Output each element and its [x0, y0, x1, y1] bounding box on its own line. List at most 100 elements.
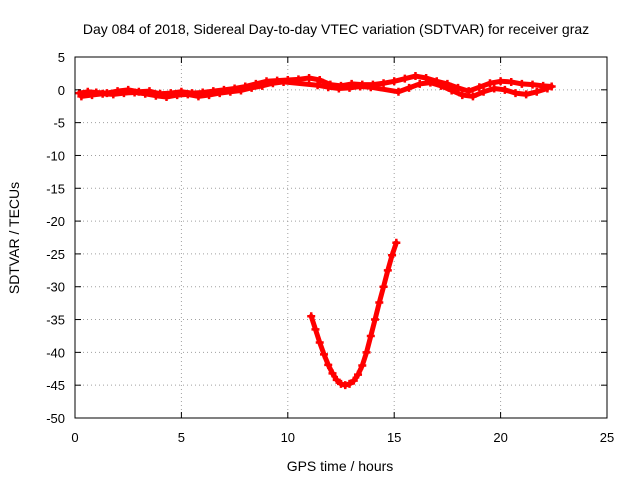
data-point	[522, 90, 531, 99]
data-point	[98, 89, 107, 98]
data-point	[341, 381, 350, 390]
data-point	[311, 325, 320, 334]
data-point	[362, 348, 371, 357]
data-point	[507, 77, 516, 86]
data-point	[183, 90, 192, 99]
data-point	[236, 86, 245, 95]
plot-frame	[74, 56, 608, 419]
data-point	[279, 77, 288, 86]
data-point	[511, 89, 520, 98]
data-point	[426, 78, 435, 87]
data-point	[371, 315, 380, 324]
y-tick-label: -5	[53, 116, 65, 131]
y-tick-label: -30	[46, 280, 65, 295]
x-tick-label: 20	[493, 430, 507, 445]
data-point	[405, 83, 414, 92]
data-point	[437, 81, 446, 90]
data-point	[334, 84, 343, 93]
x-tick-label: 15	[387, 430, 401, 445]
data-point	[151, 91, 160, 100]
series-group	[77, 77, 552, 102]
data-point	[305, 74, 314, 83]
data-point	[490, 84, 499, 93]
y-tick-label: 5	[58, 50, 65, 65]
data-point	[130, 88, 139, 97]
data-point	[324, 360, 333, 369]
data-point	[215, 89, 224, 98]
data-point	[485, 79, 494, 88]
data-point	[345, 83, 354, 92]
data-point	[358, 361, 367, 370]
data-point	[415, 79, 424, 88]
data-point	[411, 72, 420, 81]
data-point	[77, 92, 86, 101]
data-point	[383, 266, 392, 275]
data-point	[390, 77, 399, 86]
data-point	[119, 89, 128, 98]
data-point	[315, 338, 324, 347]
x-tick-label: 25	[600, 430, 614, 445]
data-point	[356, 82, 365, 91]
data-point	[162, 93, 171, 102]
data-point	[528, 80, 537, 89]
data-point	[468, 92, 477, 101]
data-point	[379, 282, 388, 291]
data-point	[532, 87, 541, 96]
y-tick-label: -15	[46, 181, 65, 196]
data-point	[366, 83, 375, 92]
x-axis-title: GPS time / hours	[287, 458, 394, 474]
data-point	[500, 85, 509, 94]
x-tick-label: 5	[178, 430, 185, 445]
gridlines	[75, 57, 607, 418]
axis-ticks: 0 5 10 15 20 25 5 0 -5 -10 -15 -20 -25 -30 -35 -40 -45 -5…	[46, 50, 614, 445]
data-point	[392, 238, 401, 247]
data-point	[226, 87, 235, 96]
data-point	[547, 82, 556, 91]
data-point	[375, 298, 384, 307]
data-point	[447, 86, 456, 95]
data-point	[496, 77, 505, 86]
y-tick-label: -40	[46, 345, 65, 360]
series-group	[307, 238, 401, 390]
data-point	[400, 74, 409, 83]
data-point	[247, 83, 256, 92]
data-point	[88, 91, 97, 100]
chart-title: Day 084 of 2018, Sidereal Day-to-day VTE…	[83, 21, 589, 37]
data-series	[75, 72, 556, 390]
data-point	[517, 79, 526, 88]
data-point	[345, 379, 354, 388]
y-tick-label: 0	[58, 83, 65, 98]
data-point	[307, 312, 316, 321]
data-point	[349, 376, 358, 385]
data-point	[379, 79, 388, 88]
x-tick-label: 10	[281, 430, 295, 445]
data-point	[458, 91, 467, 100]
y-tick-label: -45	[46, 378, 65, 393]
data-point	[315, 75, 324, 84]
data-point	[328, 369, 337, 378]
data-point	[173, 91, 182, 100]
data-point	[543, 84, 552, 93]
y-tick-label: -20	[46, 214, 65, 229]
data-point	[354, 370, 363, 379]
data-point	[388, 251, 397, 260]
data-point	[337, 379, 345, 388]
x-tick-label: 0	[71, 430, 78, 445]
y-axis-title: SDTVAR / TECUs	[6, 182, 22, 294]
data-point	[324, 83, 333, 92]
data-point	[141, 89, 150, 98]
data-point	[258, 81, 267, 90]
y-tick-label: -25	[46, 247, 65, 262]
y-tick-label: -10	[46, 148, 65, 163]
y-tick-label: -35	[46, 313, 65, 328]
data-point	[332, 375, 341, 384]
data-point	[475, 83, 484, 92]
y-tick-label: -50	[46, 411, 65, 426]
data-point	[313, 81, 322, 90]
data-point	[319, 350, 328, 359]
data-point	[194, 92, 203, 101]
data-point	[268, 79, 277, 88]
data-point	[394, 87, 403, 96]
